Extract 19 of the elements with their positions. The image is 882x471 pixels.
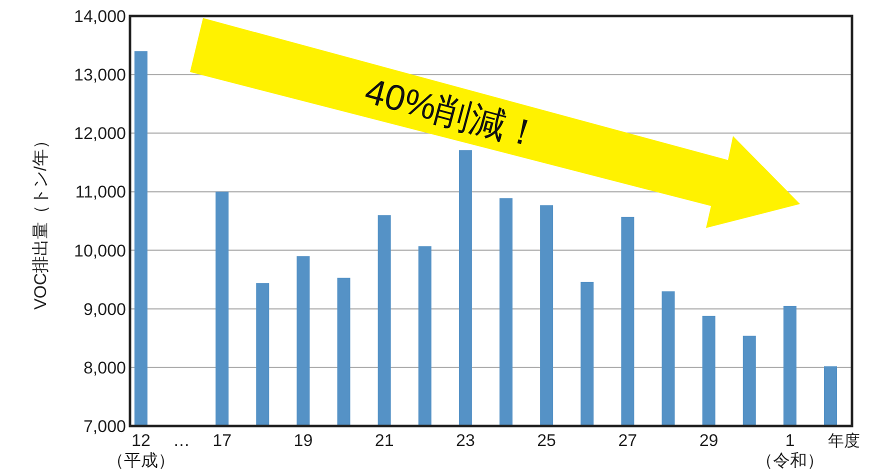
y-tick-label: 11,000 [75, 182, 126, 202]
x-tick-label: 19 [294, 431, 313, 450]
x-tick-label: 25 [537, 431, 556, 450]
y-tick-label: 9,000 [83, 300, 126, 319]
y-tick-label: 14,000 [74, 7, 126, 26]
y-tick-label: 8,000 [83, 358, 126, 378]
x-tick-label: 1 （令和） [756, 431, 824, 470]
y-axis-title: VOC排出量（トン/年） [31, 132, 50, 310]
x-tick-label: 17 [212, 431, 232, 450]
y-tick-label: 12,000 [74, 124, 126, 144]
x-tick-label: 23 [456, 431, 475, 450]
x-axis-title: 年度 [828, 432, 860, 450]
y-tick-label: 13,000 [74, 66, 126, 85]
x-tick-label: 27 [618, 431, 638, 450]
y-tick-label: 10,000 [74, 241, 126, 260]
x-tick-label: 21 [374, 431, 394, 450]
x-tick-label: 29 [699, 431, 718, 450]
x-tick-label: … [173, 431, 190, 450]
annotation: 40%削減！ [360, 70, 546, 156]
